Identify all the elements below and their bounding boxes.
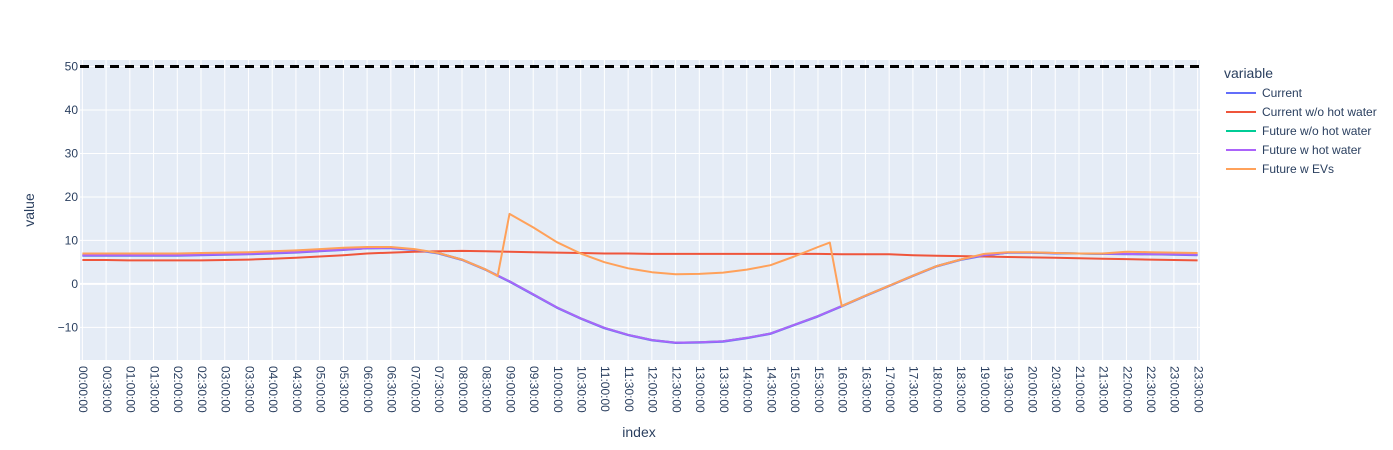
x-tick-label: 00:00:00 [76,366,90,413]
x-tick-label: 09:00:00 [503,366,517,413]
x-tick-label: 02:30:00 [195,366,209,413]
x-tick-label: 12:00:00 [646,366,660,413]
legend-label: Future w EVs [1262,162,1334,176]
x-tick-label: 16:00:00 [836,366,850,413]
x-tick-label: 11:30:00 [622,366,636,412]
grid-lines [80,60,1200,360]
x-tick-label: 14:00:00 [741,366,755,413]
x-tick-label: 03:00:00 [219,366,233,413]
x-axis-title: index [622,424,655,440]
y-tick-label: 50 [65,60,79,74]
legend-title: variable [1224,65,1273,81]
x-tick-label: 06:00:00 [361,366,375,413]
x-tick-label: 17:00:00 [883,366,897,413]
x-tick-label: 21:00:00 [1073,366,1087,413]
x-tick-label: 19:00:00 [978,366,992,413]
x-tick-label: 05:00:00 [313,366,327,413]
legend-label: Current w/o hot water [1262,105,1377,119]
x-tick-label: 17:30:00 [907,366,921,413]
x-tick-label: 18:30:00 [954,366,968,413]
y-tick-label: 30 [65,146,79,160]
legend[interactable]: variable Current Current w/o hot water Fut… [1224,65,1377,176]
x-tick-label: 01:30:00 [147,366,161,413]
x-tick-label: 19:30:00 [1002,366,1016,413]
x-tick-label: 21:30:00 [1097,366,1111,413]
x-tick-label: 16:30:00 [859,366,873,413]
x-tick-label: 14:30:00 [764,366,778,413]
y-tick-label: −10 [58,320,79,334]
x-tick-label: 04:00:00 [266,366,280,413]
legend-item[interactable]: Future w hot water [1226,143,1361,157]
x-tick-label: 22:30:00 [1144,366,1158,413]
x-tick-labels: 00:00:00 00:30:00 01:00:00 01:30:00 02:00:00… [76,366,1205,413]
x-tick-label: 03:30:00 [242,366,256,413]
x-tick-label: 23:30:00 [1191,366,1205,413]
x-tick-label: 02:00:00 [171,366,185,413]
x-tick-label: 08:30:00 [480,366,494,413]
y-tick-labels: −10 0 10 20 30 40 50 [58,60,79,335]
y-axis-title: value [21,193,37,227]
x-tick-label: 10:30:00 [575,366,589,413]
series-line-5 [82,212,1198,308]
x-tick-label: 07:00:00 [408,366,422,413]
x-tick-label: 07:30:00 [432,366,446,413]
y-tick-label: 20 [65,190,79,204]
x-tick-label: 01:00:00 [124,366,138,413]
x-tick-label: 04:30:00 [290,366,304,413]
x-tick-label: 13:00:00 [693,366,707,413]
x-tick-label: 13:30:00 [717,366,731,413]
x-tick-label: 08:00:00 [456,366,470,413]
x-tick-label: 15:00:00 [788,366,802,413]
x-tick-label: 00:30:00 [100,366,114,413]
x-tick-label: 20:30:00 [1049,366,1063,413]
x-tick-label: 12:30:00 [669,366,683,413]
x-tick-label: 20:00:00 [1025,366,1039,413]
y-tick-label: 10 [65,233,79,247]
legend-item[interactable]: Current w/o hot water [1226,105,1377,119]
x-tick-label: 15:30:00 [812,366,826,413]
x-tick-label: 05:30:00 [337,366,351,413]
legend-label: Current [1262,86,1303,100]
legend-label: Future w/o hot water [1262,124,1371,138]
y-tick-label: 40 [65,103,79,117]
series-line-2 [82,249,1198,262]
legend-item[interactable]: Future w/o hot water [1226,124,1371,138]
x-tick-label: 09:30:00 [527,366,541,413]
legend-item[interactable]: Future w EVs [1226,162,1334,176]
x-tick-label: 06:30:00 [385,366,399,413]
y-tick-label: 0 [71,277,78,291]
legend-label: Future w hot water [1262,143,1361,157]
x-tick-label: 22:00:00 [1120,366,1134,413]
x-tick-label: 10:00:00 [551,366,565,413]
x-tick-label: 18:00:00 [930,366,944,413]
series-lines [82,212,1198,344]
x-tick-label: 11:00:00 [598,366,612,412]
legend-item[interactable]: Current [1226,86,1303,100]
x-tick-label: 23:00:00 [1168,366,1182,413]
